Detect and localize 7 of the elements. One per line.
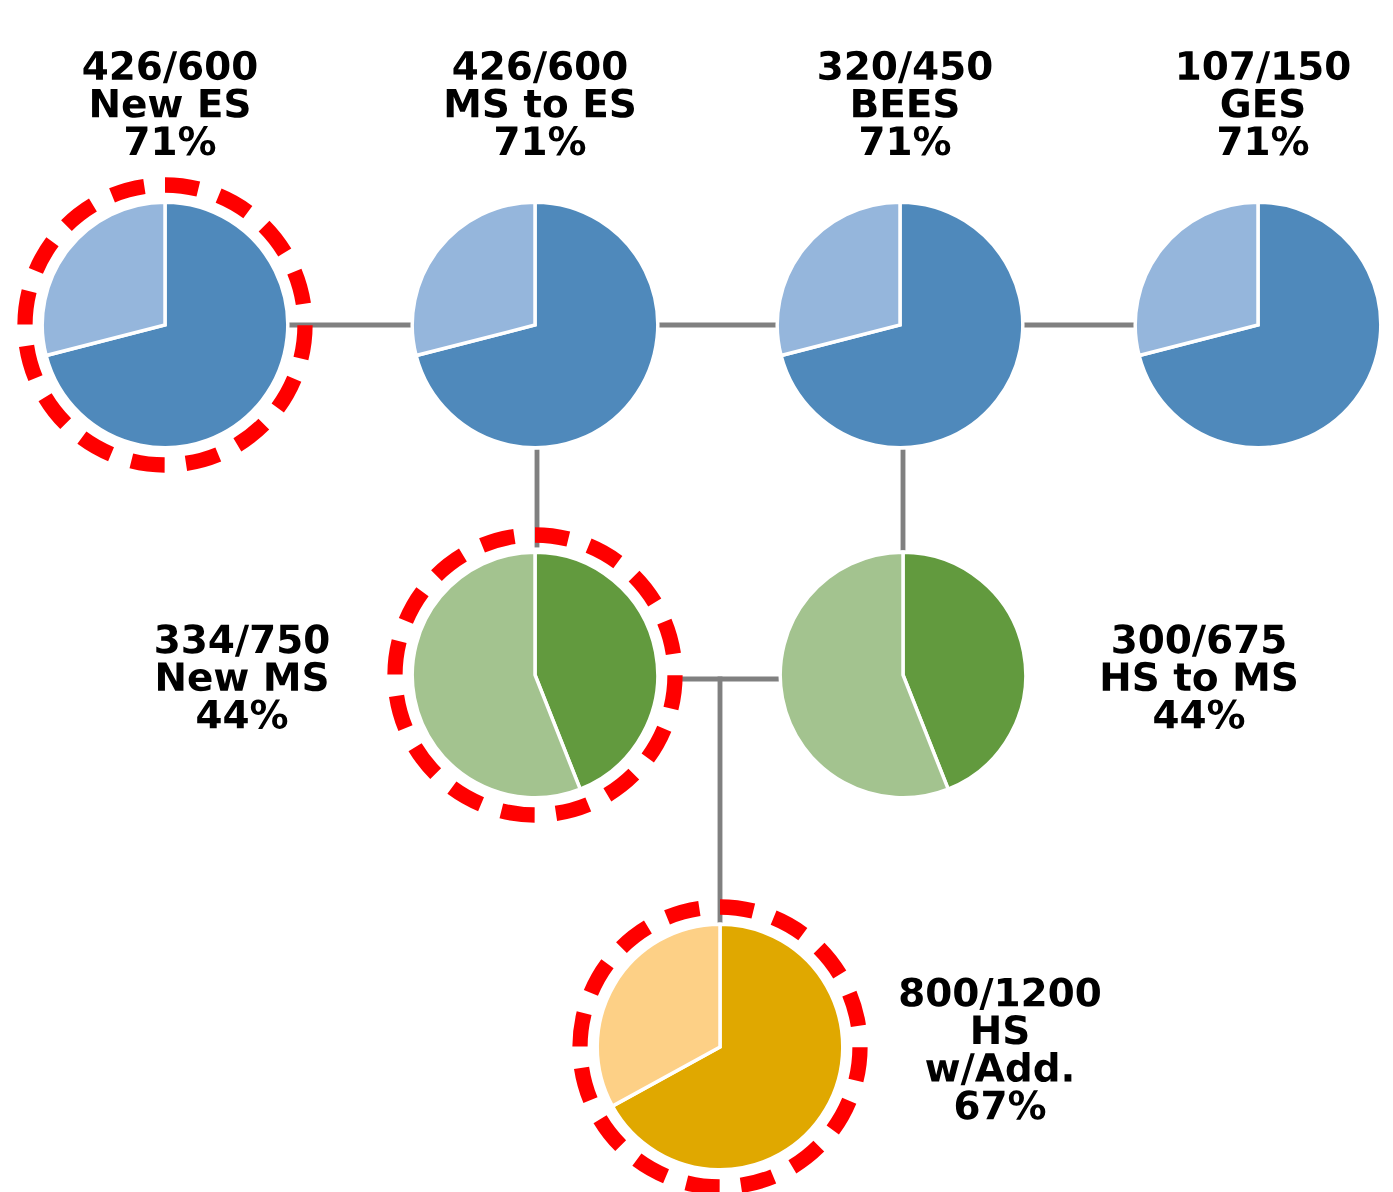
- chart-title: 426/600 New ES 71%: [83, 50, 257, 156]
- text: 334/750 New MS 44%: [156, 624, 329, 729]
- chart-title: 107/150 GES 71%: [1179, 50, 1350, 156]
- text: 800/1200 HS w/Add. 67%: [900, 977, 1100, 1120]
- text: 300/675 HS to MS 44%: [1102, 624, 1296, 729]
- chart-title: 320/450 BEES 71%: [819, 50, 992, 156]
- chart-title: 426/600 MS to ES 71%: [446, 50, 634, 156]
